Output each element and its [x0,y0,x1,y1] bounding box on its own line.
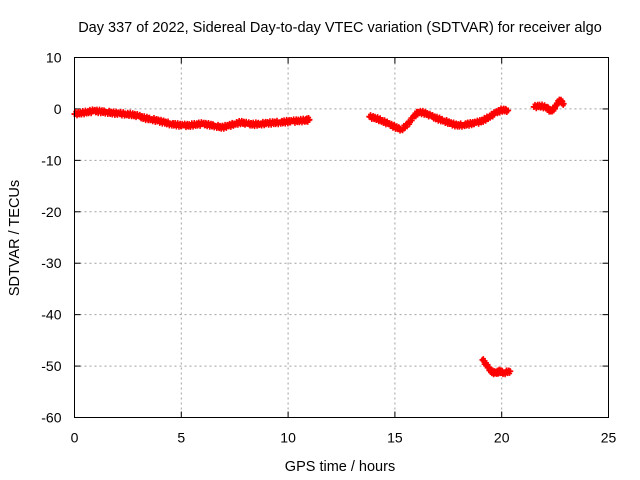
x-tick-label: 25 [601,430,617,446]
y-tick-labels: -60 -50 -40 -30 -20 -10 0 10 [41,50,61,426]
data-point [306,116,313,123]
y-axis-label: SDTVAR / TECUs [7,180,23,296]
y-tick-label: -20 [41,204,61,220]
chart-title: Day 337 of 2022, Sidereal Day-to-day VTE… [78,20,602,36]
y-tick-label: -50 [41,358,61,374]
data-point [505,107,512,114]
y-tick-label: -30 [41,255,61,271]
axis-ticks [74,57,609,418]
x-tick-labels: 0 5 10 15 20 25 [71,430,617,446]
y-tick-label: -10 [41,152,61,168]
y-tick-label: -60 [41,410,61,426]
x-tick-label: 20 [494,430,510,446]
data-points [71,96,567,378]
x-tick-label: 10 [280,430,296,446]
data-point [409,118,415,124]
grid-lines [74,57,609,418]
plot-frame [74,57,609,418]
x-tick-label: 15 [387,430,403,446]
data-point [507,368,514,375]
x-tick-label: 5 [177,430,185,446]
x-tick-label: 0 [71,430,79,446]
x-axis-label: GPS time / hours [285,459,395,475]
y-tick-label: 0 [54,101,62,117]
data-point [560,100,567,107]
y-tick-label: 10 [46,50,62,66]
y-tick-label: -40 [41,307,61,323]
